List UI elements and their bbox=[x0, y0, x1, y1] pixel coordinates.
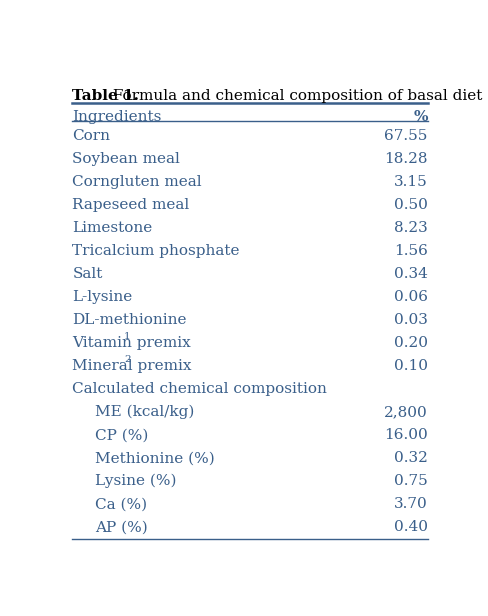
Text: 0.40: 0.40 bbox=[394, 521, 428, 534]
Text: 8.23: 8.23 bbox=[394, 221, 428, 235]
Text: Limestone: Limestone bbox=[72, 221, 153, 235]
Text: 0.32: 0.32 bbox=[394, 452, 428, 465]
Text: 0.34: 0.34 bbox=[394, 267, 428, 281]
Text: 1.56: 1.56 bbox=[394, 244, 428, 258]
Text: Soybean meal: Soybean meal bbox=[72, 152, 180, 166]
Text: Ingredients: Ingredients bbox=[72, 110, 162, 124]
Text: Vitamin premix: Vitamin premix bbox=[72, 336, 191, 351]
Text: DL-methionine: DL-methionine bbox=[72, 313, 187, 327]
Text: 18.28: 18.28 bbox=[385, 152, 428, 166]
Text: Salt: Salt bbox=[72, 267, 102, 281]
Text: Corngluten meal: Corngluten meal bbox=[72, 175, 202, 189]
Text: Table 1.: Table 1. bbox=[72, 89, 140, 103]
Text: Ca (%): Ca (%) bbox=[95, 497, 147, 511]
Text: 16.00: 16.00 bbox=[384, 428, 428, 442]
Text: 0.03: 0.03 bbox=[394, 313, 428, 327]
Text: 1: 1 bbox=[124, 332, 131, 341]
Text: 0.75: 0.75 bbox=[394, 474, 428, 488]
Text: Corn: Corn bbox=[72, 129, 110, 143]
Text: %: % bbox=[413, 110, 428, 124]
Text: 2,800: 2,800 bbox=[384, 405, 428, 419]
Text: Formula and chemical composition of basal diet: Formula and chemical composition of basa… bbox=[108, 89, 483, 103]
Text: AP (%): AP (%) bbox=[95, 521, 148, 534]
Text: CP (%): CP (%) bbox=[95, 428, 148, 442]
Text: Lysine (%): Lysine (%) bbox=[95, 474, 177, 488]
Text: 0.10: 0.10 bbox=[394, 359, 428, 373]
Text: 3.15: 3.15 bbox=[394, 175, 428, 189]
Text: ME (kcal/kg): ME (kcal/kg) bbox=[95, 405, 194, 419]
Text: 0.20: 0.20 bbox=[394, 336, 428, 351]
Text: 3.70: 3.70 bbox=[394, 497, 428, 511]
Text: Rapeseed meal: Rapeseed meal bbox=[72, 198, 190, 212]
Text: Mineral premix: Mineral premix bbox=[72, 359, 192, 373]
Text: Tricalcium phosphate: Tricalcium phosphate bbox=[72, 244, 240, 258]
Text: L-lysine: L-lysine bbox=[72, 290, 133, 304]
Text: 0.50: 0.50 bbox=[394, 198, 428, 212]
Text: Methionine (%): Methionine (%) bbox=[95, 452, 215, 465]
Text: 0.06: 0.06 bbox=[394, 290, 428, 304]
Text: 2: 2 bbox=[124, 355, 131, 364]
Text: 67.55: 67.55 bbox=[385, 129, 428, 143]
Text: Calculated chemical composition: Calculated chemical composition bbox=[72, 382, 327, 396]
